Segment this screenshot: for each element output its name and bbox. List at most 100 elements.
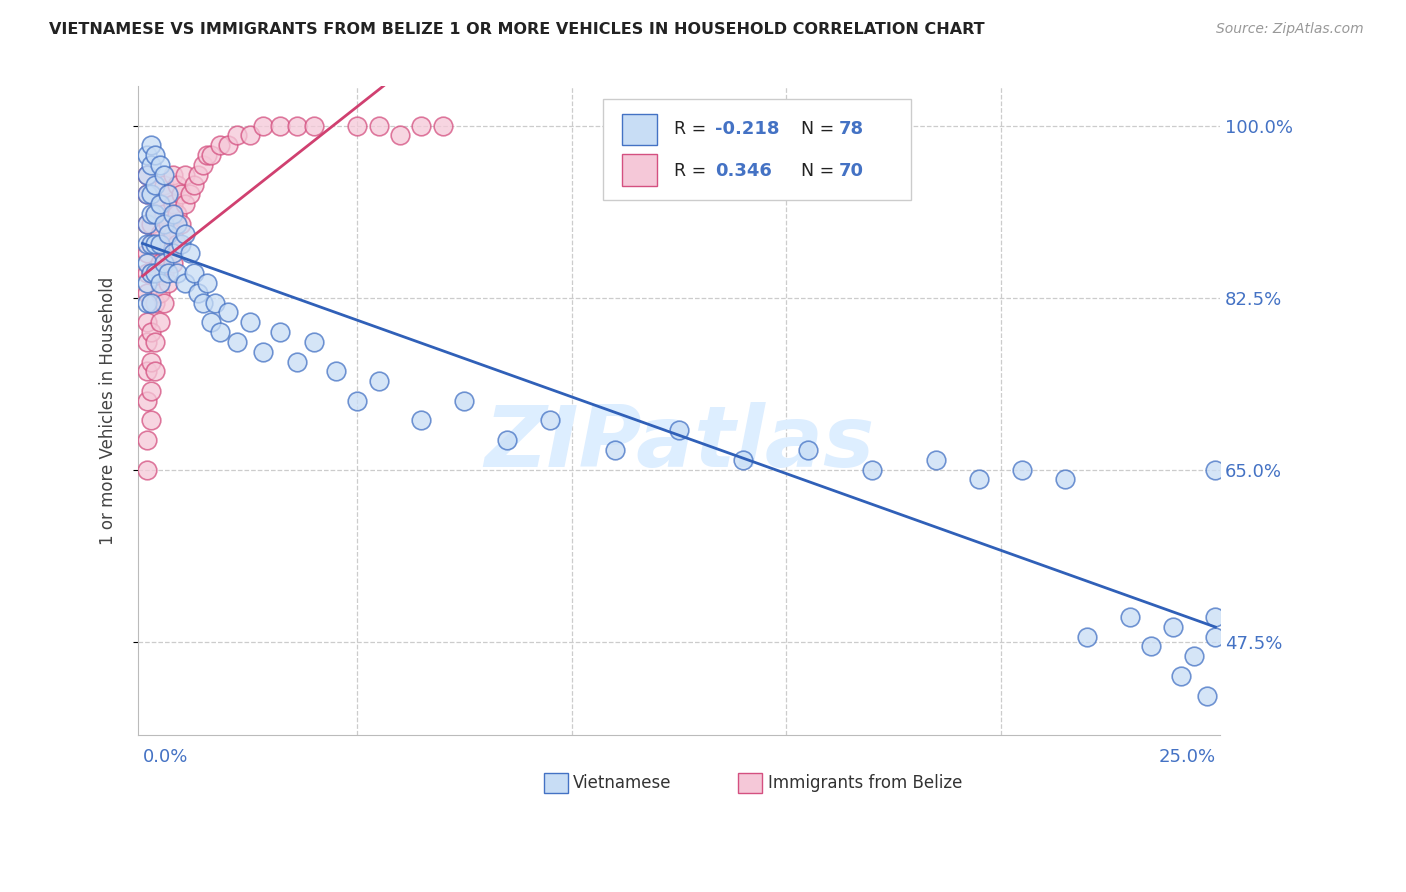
Point bbox=[239, 315, 262, 329]
Point bbox=[179, 246, 201, 260]
Point bbox=[153, 168, 176, 182]
Point bbox=[135, 168, 157, 182]
Point bbox=[208, 325, 231, 339]
Point bbox=[1195, 689, 1218, 703]
Point bbox=[139, 207, 162, 221]
Point bbox=[143, 207, 166, 221]
FancyBboxPatch shape bbox=[603, 99, 911, 200]
Point bbox=[860, 462, 883, 476]
Point bbox=[1204, 610, 1226, 624]
Point bbox=[157, 187, 180, 202]
Point bbox=[135, 364, 157, 378]
Point bbox=[157, 227, 180, 241]
Point bbox=[1204, 630, 1226, 644]
Point bbox=[432, 119, 454, 133]
Point bbox=[149, 256, 172, 270]
Text: N =: N = bbox=[801, 161, 839, 179]
Point bbox=[139, 138, 162, 153]
Point bbox=[668, 423, 690, 437]
Point bbox=[969, 472, 991, 486]
Point bbox=[388, 128, 411, 143]
Point bbox=[733, 452, 755, 467]
Point bbox=[162, 246, 184, 260]
Point bbox=[302, 119, 325, 133]
Text: 70: 70 bbox=[839, 161, 865, 179]
Text: Immigrants from Belize: Immigrants from Belize bbox=[768, 774, 962, 792]
Point bbox=[325, 364, 347, 378]
Point bbox=[149, 158, 172, 172]
Point bbox=[139, 158, 162, 172]
Point bbox=[135, 256, 157, 270]
Point bbox=[367, 374, 389, 388]
Point bbox=[135, 217, 157, 231]
Point bbox=[195, 148, 218, 162]
Point bbox=[411, 413, 433, 427]
Text: 0.0%: 0.0% bbox=[142, 747, 188, 766]
Point bbox=[157, 266, 180, 280]
Bar bbox=[738, 772, 762, 793]
Point bbox=[143, 295, 166, 310]
Point bbox=[135, 334, 157, 349]
Point bbox=[162, 197, 184, 211]
Text: -0.218: -0.218 bbox=[714, 120, 779, 137]
Point bbox=[1076, 630, 1098, 644]
Point bbox=[174, 197, 197, 211]
Point bbox=[217, 138, 239, 153]
Point bbox=[208, 138, 231, 153]
Point bbox=[157, 246, 180, 260]
Point bbox=[135, 246, 157, 260]
Bar bbox=[621, 154, 658, 186]
Point bbox=[346, 393, 368, 408]
Point bbox=[1161, 620, 1184, 634]
Point bbox=[603, 442, 626, 457]
Point bbox=[139, 413, 162, 427]
Point bbox=[183, 266, 205, 280]
Point bbox=[153, 217, 176, 231]
Point bbox=[135, 433, 157, 447]
Point bbox=[269, 119, 291, 133]
Point bbox=[157, 217, 180, 231]
Point bbox=[143, 236, 166, 251]
Point bbox=[135, 393, 157, 408]
Point bbox=[200, 148, 222, 162]
Point bbox=[162, 227, 184, 241]
Point bbox=[139, 295, 162, 310]
Point bbox=[149, 197, 172, 211]
Point bbox=[1011, 462, 1033, 476]
Text: 0.346: 0.346 bbox=[714, 161, 772, 179]
Point bbox=[139, 187, 162, 202]
Point bbox=[166, 178, 188, 192]
Point bbox=[149, 236, 172, 251]
Point bbox=[153, 207, 176, 221]
Point bbox=[195, 276, 218, 290]
Point bbox=[135, 236, 157, 251]
Point bbox=[170, 187, 193, 202]
Point bbox=[179, 187, 201, 202]
Bar bbox=[544, 772, 568, 793]
Point bbox=[135, 295, 157, 310]
Point bbox=[135, 315, 157, 329]
Text: Vietnamese: Vietnamese bbox=[574, 774, 672, 792]
Point bbox=[187, 168, 209, 182]
Point bbox=[162, 207, 184, 221]
Point bbox=[143, 266, 166, 280]
Point bbox=[149, 276, 172, 290]
Point bbox=[217, 305, 239, 319]
Point bbox=[170, 236, 193, 251]
Point bbox=[166, 266, 188, 280]
Point bbox=[162, 168, 184, 182]
Point bbox=[538, 413, 561, 427]
Point bbox=[225, 128, 247, 143]
Point bbox=[139, 236, 162, 251]
Point bbox=[139, 295, 162, 310]
Point bbox=[225, 334, 247, 349]
Point bbox=[149, 285, 172, 300]
Point bbox=[1170, 669, 1192, 683]
Point bbox=[153, 295, 176, 310]
Point bbox=[157, 187, 180, 202]
Point bbox=[252, 119, 274, 133]
Point bbox=[174, 276, 197, 290]
Text: 25.0%: 25.0% bbox=[1159, 747, 1215, 766]
Point bbox=[1118, 610, 1140, 624]
Point bbox=[346, 119, 368, 133]
